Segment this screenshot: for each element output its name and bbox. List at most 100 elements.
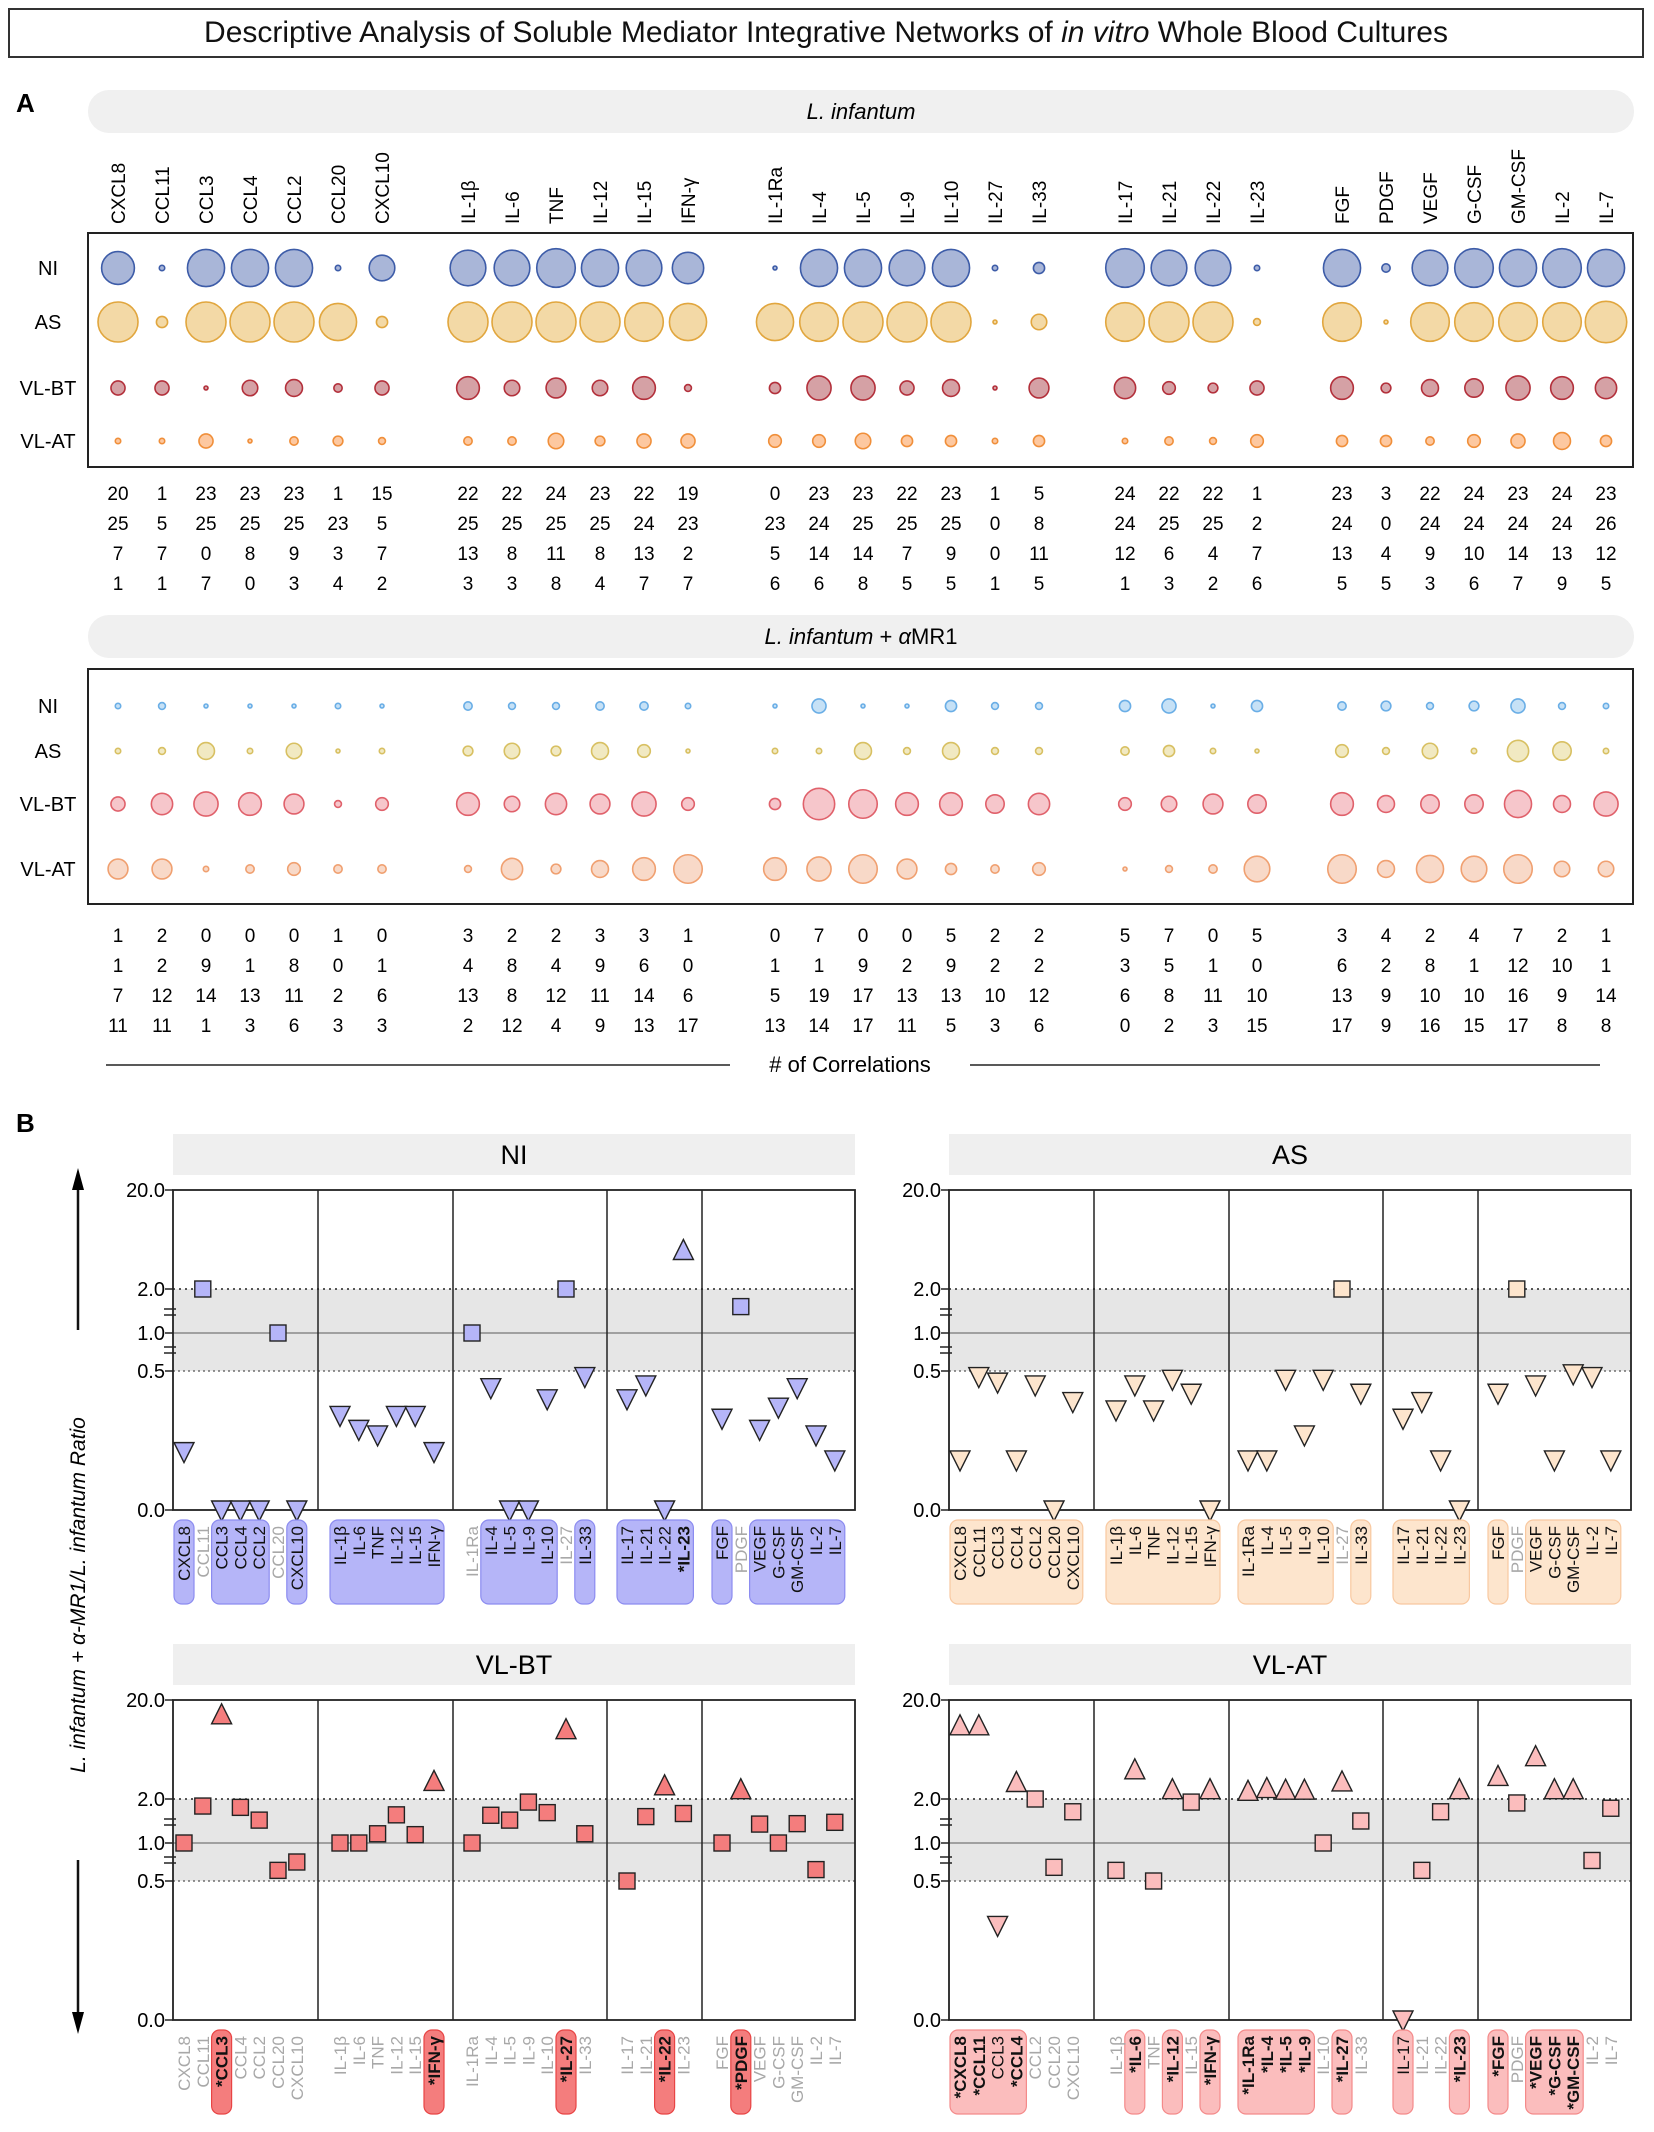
correlation-count: 2	[507, 926, 518, 947]
square-marker	[519, 1793, 538, 1811]
mediator-label: CCL11	[194, 2036, 213, 2088]
down-triangle-marker	[1042, 1500, 1066, 1523]
label-highlight-box	[1350, 1519, 1372, 1605]
column-label: IL-33	[1030, 181, 1051, 224]
correlation-count: 5	[1601, 574, 1612, 595]
down-triangle-marker	[172, 1441, 196, 1465]
bubble-as-0	[97, 301, 139, 343]
down-triangle-marker	[1448, 1500, 1471, 1523]
condition-title-part: L. infantum	[765, 624, 874, 649]
mediator-label: GM-CSF	[788, 1526, 807, 1593]
bubble-ni-23	[1250, 699, 1264, 713]
down-triangle-marker	[748, 1419, 771, 1442]
column-label: IL-17	[1116, 181, 1137, 224]
down-triangle-marker	[786, 1377, 809, 1401]
correlation-count: 1	[1120, 574, 1131, 595]
bubble-ni-7	[463, 701, 473, 711]
down-triangle-marker	[1198, 1500, 1222, 1523]
column-label: IL-27	[986, 181, 1007, 224]
label-highlight-box	[1105, 1519, 1221, 1605]
up-triangle-marker	[1562, 1777, 1585, 1800]
square-marker	[1602, 1799, 1620, 1817]
mediator-label: *FGF	[1489, 2036, 1508, 2077]
bubble-as-24	[1334, 743, 1350, 759]
square-marker	[1333, 1280, 1351, 1298]
correlation-count: 8	[507, 986, 518, 1007]
panel-label-a: A	[16, 88, 35, 118]
correlation-count: 7	[1513, 574, 1524, 595]
y-tick-label: 1.0	[137, 1323, 165, 1345]
square-marker	[1508, 1794, 1526, 1812]
correlation-count: 9	[595, 956, 606, 977]
bubble-vl-at-12	[680, 433, 696, 449]
bubble-as-19	[1030, 313, 1048, 331]
title-italic: in vitro	[1061, 16, 1150, 49]
down-triangle-marker	[479, 1377, 502, 1401]
column-label: IL-4	[810, 191, 831, 224]
bubble-vl-at-4	[289, 436, 299, 446]
condition-title-part: +	[873, 624, 898, 649]
mediator-label: TNF	[369, 1526, 388, 1559]
up-triangle-marker	[1330, 1769, 1354, 1792]
bubble-vl-bt-25	[1380, 382, 1392, 394]
correlation-count: 14	[633, 986, 655, 1007]
bubble-vl-at-4	[286, 861, 302, 877]
mediator-label: *IL-4	[1258, 2035, 1277, 2072]
bubble-vl-at-29	[1552, 431, 1572, 451]
bubble-vl-bt-3	[237, 791, 263, 817]
bubble-vl-bt-21	[1160, 795, 1178, 813]
mediator-label: CCL20	[1045, 1526, 1064, 1579]
mediator-label: TNF	[1145, 1526, 1164, 1559]
correlation-count: 9	[201, 956, 212, 977]
correlation-count: 10	[1419, 986, 1440, 1007]
bubble-vl-bt-12	[680, 796, 696, 812]
correlation-count: 5	[377, 514, 388, 535]
correlation-count: 22	[1158, 484, 1179, 505]
plot-frame	[172, 1699, 856, 2021]
column-label: G-CSF	[1465, 165, 1486, 224]
correlation-count: 13	[1551, 544, 1572, 565]
mediator-label: CCL4	[1007, 1526, 1026, 1569]
correlation-count: 8	[551, 574, 562, 595]
square-marker	[1583, 1851, 1601, 1870]
correlation-count: 4	[1381, 544, 1392, 565]
mediator-label: *G-CSF	[1545, 2036, 1564, 2096]
up-triangle-marker	[1123, 1757, 1146, 1780]
correlation-count: 25	[940, 514, 961, 535]
bubble-as-7	[462, 745, 474, 757]
correlation-count: 23	[852, 484, 873, 505]
correlation-count: 0	[245, 574, 256, 595]
mediator-label: G-CSF	[769, 1526, 788, 1579]
square-marker	[538, 1803, 556, 1822]
correlation-count: 13	[239, 986, 260, 1007]
correlation-count: 3	[289, 574, 300, 595]
correlation-count: 3	[990, 1016, 1001, 1037]
mediator-label: IL-10	[1314, 1526, 1333, 1565]
mediator-label: GM-CSF	[788, 2036, 807, 2103]
up-triangle-marker	[1236, 1778, 1260, 1802]
down-triangle-marker	[1255, 1450, 1278, 1473]
bubble-vl-bt-30	[1593, 791, 1619, 817]
mediator-label: *IL-6	[1126, 2036, 1145, 2073]
correlation-count: 13	[457, 544, 478, 565]
bubble-vl-at-23	[1243, 855, 1271, 883]
bubble-as-26	[1409, 301, 1451, 343]
mediator-label: *IL-9	[1295, 2036, 1314, 2073]
bubble-as-13	[771, 747, 779, 755]
correlation-count: 3	[1164, 574, 1175, 595]
bubble-as-19	[1034, 746, 1044, 756]
mediator-label: *IL-22	[656, 2036, 675, 2082]
down-triangle-marker	[986, 1372, 1009, 1395]
y-tick-label: 20.0	[902, 1690, 941, 1712]
label-highlight-box	[1524, 2029, 1584, 2115]
row-label-as: AS	[35, 741, 62, 763]
mediator-label: CXCL8	[951, 1526, 970, 1581]
correlation-count: 2	[377, 574, 388, 595]
correlation-count: 9	[1557, 986, 1568, 1007]
down-triangle-marker	[1236, 1450, 1260, 1473]
square-marker	[1064, 1803, 1082, 1821]
mediator-label: IL-7	[1602, 1526, 1621, 1555]
up-triangle-marker	[1161, 1777, 1184, 1800]
correlation-count: 10	[1463, 986, 1484, 1007]
